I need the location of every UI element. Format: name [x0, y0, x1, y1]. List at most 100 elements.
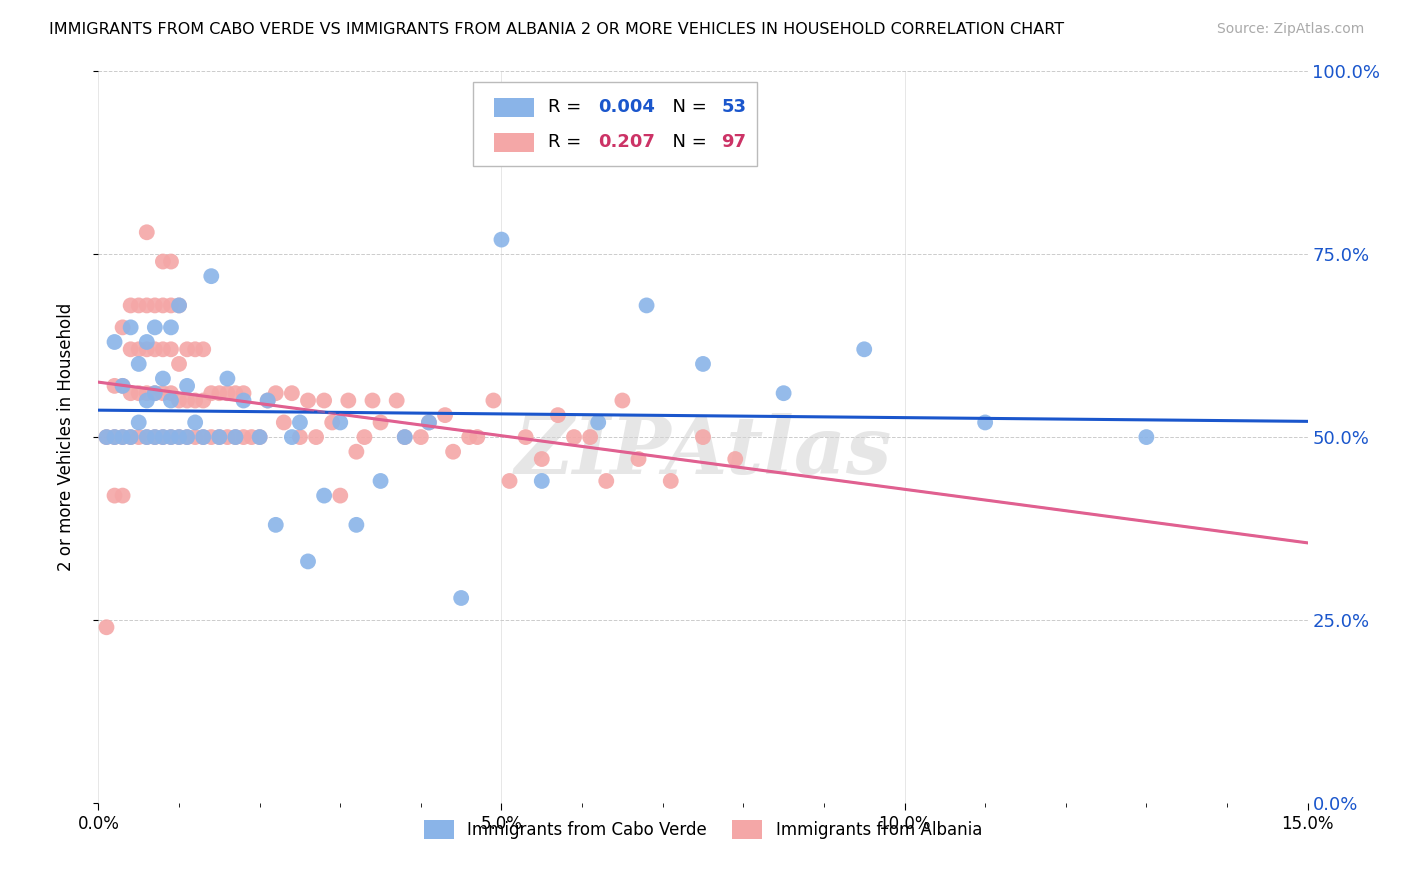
Point	[152, 343, 174, 357]
Point	[595, 474, 617, 488]
Point	[143, 298, 166, 312]
Point	[184, 393, 207, 408]
Point	[612, 393, 634, 408]
Point	[160, 430, 183, 444]
Point	[200, 269, 222, 284]
Point	[111, 320, 134, 334]
Point	[498, 474, 520, 488]
Point	[143, 430, 166, 444]
Point	[143, 320, 166, 334]
Point	[465, 430, 488, 444]
Point	[128, 343, 150, 357]
Point	[1135, 430, 1157, 444]
Point	[120, 430, 142, 444]
Point	[120, 386, 142, 401]
Point	[434, 408, 457, 422]
Point	[329, 416, 352, 430]
Text: 97: 97	[721, 133, 747, 152]
Point	[143, 386, 166, 401]
Point	[111, 430, 134, 444]
Point	[193, 343, 215, 357]
Text: N =: N =	[661, 133, 713, 152]
Point	[273, 416, 295, 430]
Point	[120, 298, 142, 312]
Point	[297, 393, 319, 408]
Point	[200, 430, 222, 444]
Point	[409, 430, 432, 444]
Point	[128, 430, 150, 444]
Text: 0.004: 0.004	[598, 98, 655, 116]
Point	[160, 430, 183, 444]
Point	[135, 334, 157, 349]
Point	[264, 517, 287, 532]
Point	[135, 343, 157, 357]
Point	[256, 393, 278, 408]
Point	[160, 254, 183, 268]
Point	[152, 430, 174, 444]
Point	[120, 430, 142, 444]
Point	[152, 371, 174, 385]
Point	[370, 474, 392, 488]
Point	[361, 393, 384, 408]
Point	[394, 430, 416, 444]
Point	[167, 298, 190, 312]
Text: ZIPAtlas: ZIPAtlas	[515, 413, 891, 491]
Point	[418, 416, 440, 430]
Point	[515, 430, 537, 444]
Point	[160, 393, 183, 408]
Point	[111, 379, 134, 393]
Point	[152, 430, 174, 444]
Point	[167, 298, 190, 312]
Point	[176, 379, 198, 393]
Point	[305, 430, 328, 444]
Point	[193, 393, 215, 408]
Point	[120, 320, 142, 334]
Point	[160, 386, 183, 401]
Point	[853, 343, 876, 357]
Point	[240, 430, 263, 444]
Text: Source: ZipAtlas.com: Source: ZipAtlas.com	[1216, 22, 1364, 37]
Point	[135, 225, 157, 239]
Point	[135, 430, 157, 444]
Point	[482, 393, 505, 408]
Point	[193, 430, 215, 444]
Text: R =: R =	[548, 98, 588, 116]
Point	[111, 430, 134, 444]
Point	[103, 379, 125, 393]
Point	[96, 620, 118, 634]
Point	[281, 430, 304, 444]
Point	[562, 430, 585, 444]
Point	[176, 343, 198, 357]
Text: R =: R =	[548, 133, 588, 152]
Point	[659, 474, 682, 488]
Point	[135, 430, 157, 444]
Text: 53: 53	[721, 98, 747, 116]
Point	[217, 430, 239, 444]
Point	[692, 357, 714, 371]
Point	[184, 430, 207, 444]
Point	[120, 343, 142, 357]
Point	[103, 430, 125, 444]
Point	[232, 393, 254, 408]
Point	[281, 386, 304, 401]
Point	[160, 343, 183, 357]
Point	[547, 408, 569, 422]
Point	[249, 430, 271, 444]
Point	[143, 386, 166, 401]
Point	[176, 393, 198, 408]
Point	[103, 430, 125, 444]
Text: N =: N =	[661, 98, 713, 116]
Point	[160, 298, 183, 312]
Point	[314, 489, 336, 503]
Point	[974, 416, 997, 430]
Point	[772, 386, 794, 401]
Point	[167, 393, 190, 408]
Point	[103, 489, 125, 503]
Point	[128, 386, 150, 401]
Point	[152, 386, 174, 401]
Point	[249, 430, 271, 444]
Point	[344, 444, 367, 458]
Point	[530, 474, 553, 488]
Point	[135, 386, 157, 401]
Point	[96, 430, 118, 444]
